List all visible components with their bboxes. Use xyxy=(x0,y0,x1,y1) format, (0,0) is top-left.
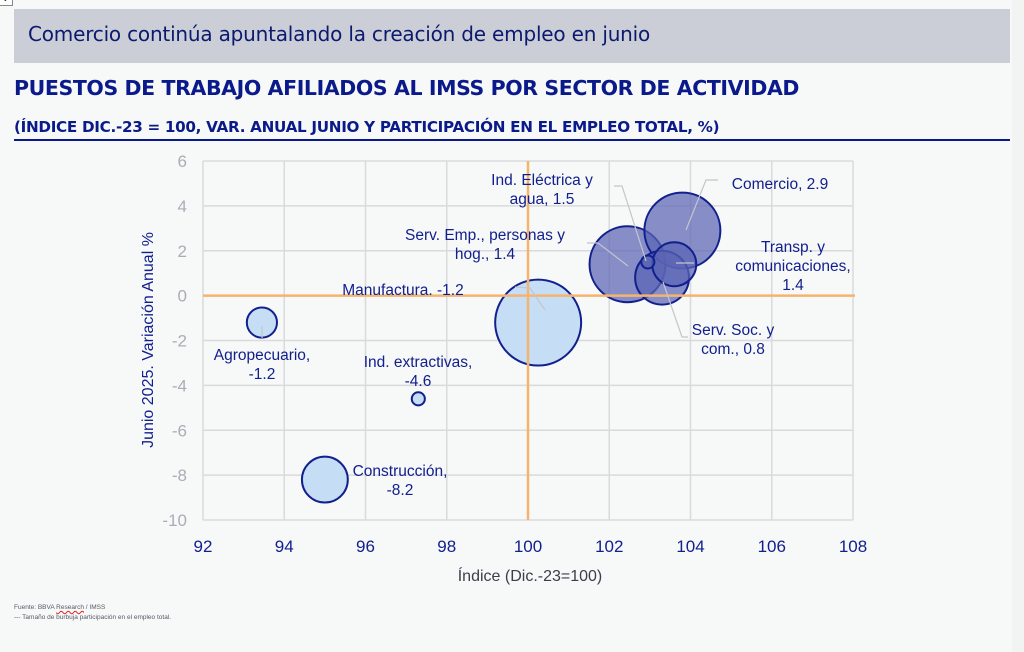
leader-line xyxy=(662,281,688,338)
subtitle-underline xyxy=(14,139,1010,141)
leader-lines xyxy=(261,179,718,338)
y-tick-label: -4 xyxy=(172,376,187,395)
y-tick-label: 6 xyxy=(178,152,187,171)
source-note: Fuente: BBVA Research / IMSS xyxy=(14,604,106,611)
leader-line xyxy=(587,242,629,267)
bubble-label: Transp. y comunicaciones, 1.4 xyxy=(735,239,850,294)
bubble-label-line: -4.6 xyxy=(405,373,432,390)
x-tick-label: 106 xyxy=(758,537,786,556)
y-tick-label: 2 xyxy=(178,242,187,261)
bubble-transp-y-comunicaciones xyxy=(651,241,698,288)
bubble-label-line: Transp. y xyxy=(761,239,825,256)
x-tick-label: 98 xyxy=(437,537,456,556)
bubble-size-note: --- Tamaño de burbuja participación en e… xyxy=(14,614,172,621)
slide-title: Comercio continúa apuntalando la creació… xyxy=(28,22,651,46)
misspelled-word: Research xyxy=(56,604,84,611)
leader-line xyxy=(614,185,647,262)
reference-lines xyxy=(203,161,855,520)
y-tick-label: -2 xyxy=(172,332,187,351)
x-tick-label: 104 xyxy=(676,537,704,556)
bubble-label-line: com., 0.8 xyxy=(701,341,765,358)
bubble-label-line: hog., 1.4 xyxy=(455,246,516,263)
y-tick-label: 4 xyxy=(178,197,187,216)
bubble-label: Comercio, 2.9 xyxy=(732,176,828,193)
bubble-construccion xyxy=(300,455,349,504)
x-tick-label: 100 xyxy=(514,537,542,556)
y-axis-title: Junio 2025. Variación Anual % xyxy=(140,232,157,448)
expand-icon[interactable]: ✚ xyxy=(0,0,13,6)
bubble-label-line: Serv. Soc. y xyxy=(692,322,775,339)
axis-ticks: 92 94 96 98 100 102 104 106 108 6 4 2 0 -2 -4 -6 -8 -10 xyxy=(162,152,867,556)
bubble-label: Manufactura. -1.2 xyxy=(342,282,463,299)
bubble-label: Serv. Soc. y com., 0.8 xyxy=(692,322,775,358)
bubble-ind-electrica-y-agua xyxy=(640,254,656,270)
bubble-label-line: 1.4 xyxy=(782,277,804,294)
y-tick-label: 0 xyxy=(178,287,187,306)
leader-line xyxy=(514,286,546,311)
y-tick-label: -8 xyxy=(172,466,187,485)
bubble-labels: Agropecuario, -1.2 Ind. extractivas, -4.6 Co… xyxy=(214,172,851,499)
bubble-label: Ind. extractivas, -4.6 xyxy=(364,354,473,390)
bubble-label: Construcción, -8.2 xyxy=(353,463,448,499)
x-tick-label: 96 xyxy=(356,537,375,556)
x-tick-label: 102 xyxy=(595,537,623,556)
bubble-label: Agropecuario, -1.2 xyxy=(214,347,311,383)
bubble-label: Serv. Emp., personas y hog., 1.4 xyxy=(405,227,565,263)
bubble-label-line: Comercio, 2.9 xyxy=(732,176,828,193)
x-axis-title: Índice (Dic.-23=100) xyxy=(458,566,603,585)
chart-title: PUESTOS DE TRABAJO AFILIADOS AL IMSS POR… xyxy=(14,76,800,100)
bubble-label: Ind. Eléctrica y agua, 1.5 xyxy=(491,172,593,208)
page-edge xyxy=(1012,0,1024,652)
bubbles xyxy=(245,191,722,504)
chart-subtitle: (ÍNDICE DIC.-23 = 100, VAR. ANUAL JUNIO … xyxy=(14,118,720,136)
bubble-label-line: Ind. Eléctrica y xyxy=(491,172,593,189)
x-tick-label: 108 xyxy=(839,537,867,556)
footer: Fuente: BBVA Research / IMSS --- Tamaño … xyxy=(14,603,171,623)
leader-line xyxy=(685,179,718,231)
bubble-label-line: Ind. extractivas, xyxy=(364,354,473,371)
bubble-manufactura xyxy=(494,278,583,367)
bubble-label-line: Manufactura. -1.2 xyxy=(342,282,463,299)
y-tick-label: -10 xyxy=(162,511,187,530)
bubble-label-line: -8.2 xyxy=(387,482,414,499)
bubble-label-line: Agropecuario, xyxy=(214,347,311,364)
bubble-label-line: Serv. Emp., personas y xyxy=(405,227,565,244)
bubble-label-line: -1.2 xyxy=(249,366,276,383)
y-tick-label: -6 xyxy=(172,421,187,440)
slide-banner: Comercio continúa apuntalando la creació… xyxy=(14,9,1010,63)
bubble-label-line: agua, 1.5 xyxy=(510,191,575,208)
bubble-label-line: Construcción, xyxy=(353,463,448,480)
x-tick-label: 92 xyxy=(194,537,213,556)
x-tick-label: 94 xyxy=(275,537,294,556)
bubble-label-line: comunicaciones, xyxy=(735,258,850,275)
bubble-ind-extractivas xyxy=(410,391,426,407)
